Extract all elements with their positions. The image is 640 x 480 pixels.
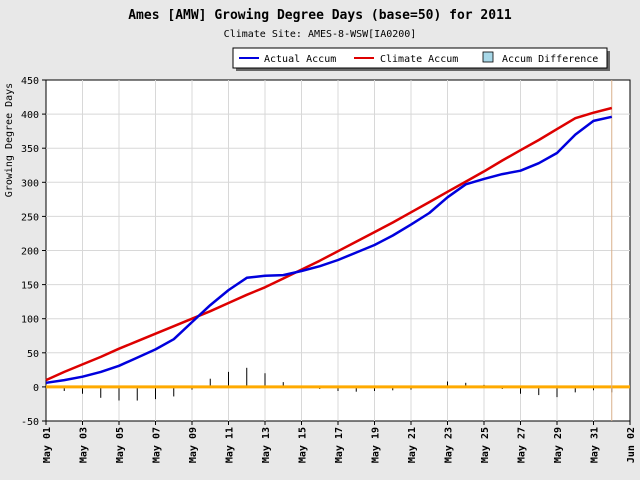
x-tick-label: May 03	[79, 427, 90, 463]
chart-subtitle: Climate Site: AMES-8-WSW[IA0200]	[224, 29, 417, 40]
y-axis-title: Growing Degree Days	[4, 83, 15, 197]
x-tick-label: Jun 02	[626, 427, 637, 463]
y-axis-ticks: -50 0 50 100 150 200 250 300 350 400 450	[21, 76, 46, 428]
x-tick-label: May 07	[152, 427, 163, 463]
y-tick-label: -50	[21, 417, 39, 428]
legend-box	[232, 47, 608, 69]
x-tick-label: May 21	[407, 427, 418, 463]
x-tick-label: May 31	[590, 427, 601, 463]
y-tick-label: 100	[21, 315, 39, 326]
x-tick-label: May 01	[42, 427, 53, 463]
legend: Actual Accum Climate Accum Accum Differe…	[232, 47, 610, 71]
y-tick-label: 400	[21, 110, 39, 121]
y-tick-label: 450	[21, 76, 39, 87]
x-tick-label: May 27	[517, 427, 528, 463]
x-tick-label: May 17	[334, 427, 345, 463]
y-tick-label: 300	[21, 178, 39, 189]
y-tick-label: 50	[27, 349, 39, 360]
y-tick-label: 350	[21, 144, 39, 155]
x-axis-ticks: May 01 May 03 May 05 May 07 May 09 May 11 May …	[42, 421, 637, 463]
x-tick-label: May 29	[553, 427, 564, 463]
x-tick-label: May 23	[444, 427, 455, 463]
y-tick-label: 200	[21, 247, 39, 258]
legend-label-actual: Actual Accum	[264, 54, 336, 65]
x-tick-label: May 09	[188, 427, 199, 463]
x-tick-label: May 15	[298, 427, 309, 463]
legend-label-climate: Climate Accum	[380, 54, 458, 65]
y-tick-label: 250	[21, 212, 39, 223]
x-tick-label: May 25	[480, 427, 491, 463]
legend-swatch-difference	[482, 51, 494, 63]
climate-accum-line	[45, 106, 613, 382]
x-tick-label: May 19	[371, 427, 382, 463]
y-tick-label: 150	[21, 281, 39, 292]
x-tick-label: May 11	[225, 427, 236, 463]
actual-accum-line	[45, 115, 613, 385]
x-tick-label: May 05	[115, 427, 126, 463]
y-tick-label: 0	[33, 383, 39, 394]
chart-title: Ames [AMW] Growing Degree Days (base=50)…	[128, 8, 512, 23]
series-lines	[45, 80, 613, 421]
x-tick-label: May 13	[261, 427, 272, 463]
legend-label-difference: Accum Difference	[502, 54, 598, 65]
